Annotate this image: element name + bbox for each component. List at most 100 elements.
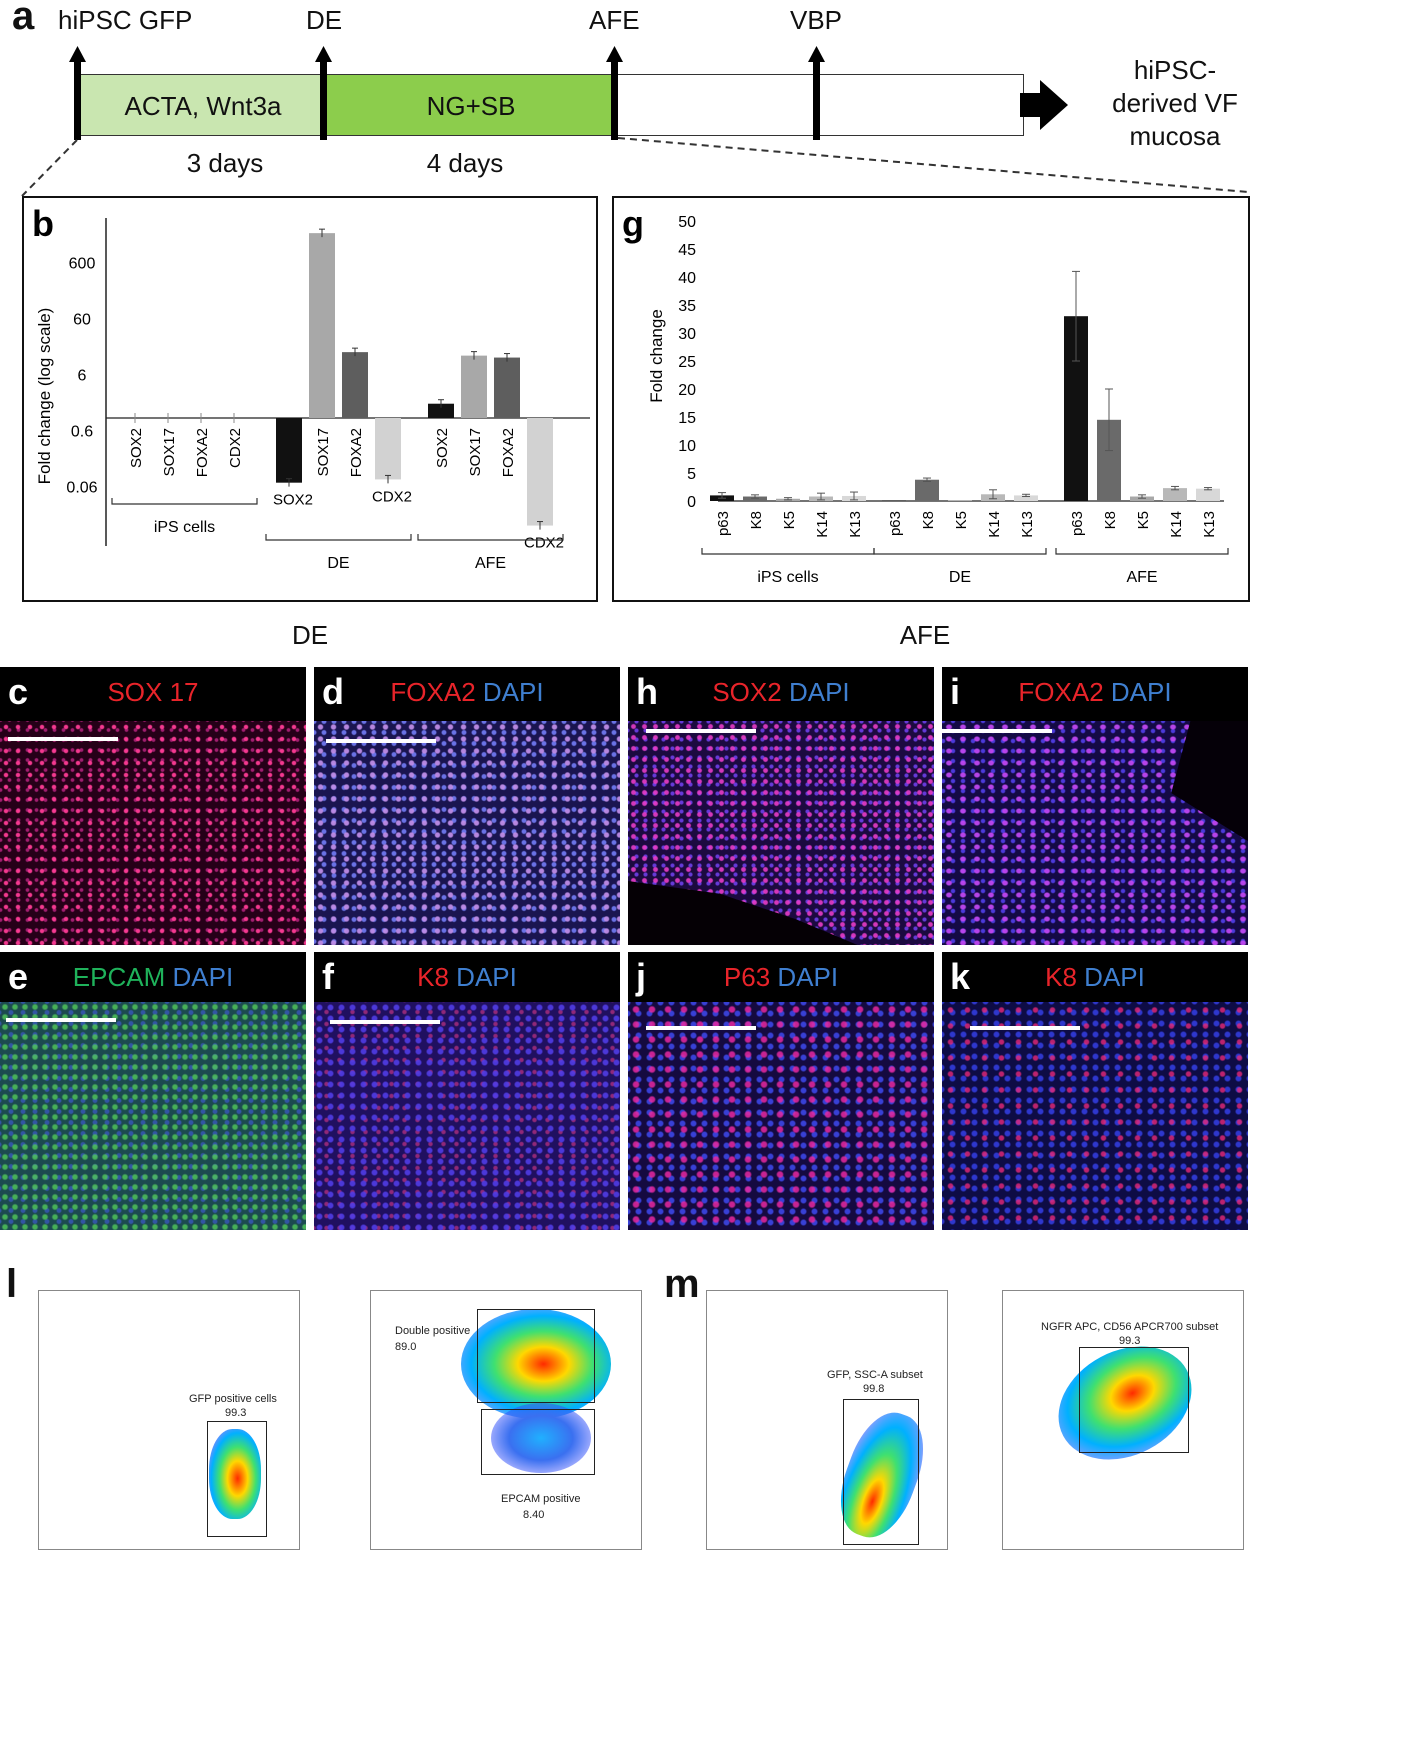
bar-label-K13: K13 bbox=[1019, 511, 1036, 538]
y-axis-label: Fold change (log scale) bbox=[35, 308, 54, 485]
flow-plot-m1: GFP, SSC-A subset 99.8 bbox=[706, 1290, 948, 1550]
scale-bar bbox=[330, 1020, 440, 1024]
flow-l2-gate2-label: EPCAM positive bbox=[501, 1493, 581, 1505]
micrograph-i-header: i FOXA2 DAPI bbox=[942, 667, 1248, 721]
bar-label-K14: K14 bbox=[814, 511, 831, 538]
outcome-line-2: mucosa bbox=[1129, 121, 1221, 151]
micrograph-d-stain: DAPI bbox=[482, 677, 544, 707]
micrograph-f-image bbox=[314, 1002, 620, 1230]
y-tick-label: 0 bbox=[687, 494, 696, 511]
flow-m2-gate bbox=[1079, 1347, 1189, 1453]
micrograph-j-marker: P63 bbox=[723, 962, 771, 992]
micrograph-e: e EPCAM DAPI bbox=[0, 952, 306, 1230]
chart-b: b 600 60 6 0.6 0.06 Fold change (log scale) SOX… bbox=[32, 203, 590, 572]
micrograph-e-marker: EPCAM bbox=[72, 962, 166, 992]
bar-label-SOX2: SOX2 bbox=[128, 428, 145, 468]
micrograph-i: i FOXA2 DAPI bbox=[942, 667, 1248, 945]
duration2-label: 4 days bbox=[426, 148, 504, 178]
chart-g: g 0 5 10 15 20 25 30 35 40 45 50 Fold change p63 K8 K5 K… bbox=[622, 203, 1229, 586]
panel-g-letter: g bbox=[622, 203, 644, 244]
bar-DE-SOX17 bbox=[309, 233, 335, 418]
stage2-label: NG+SB bbox=[426, 91, 516, 121]
flow-m2-gate-label: NGFR APC, CD56 APCR700 subset bbox=[1041, 1321, 1219, 1333]
y-tick-label: 15 bbox=[678, 410, 696, 427]
scale-bar bbox=[970, 1026, 1080, 1030]
group-label: AFE bbox=[475, 555, 506, 572]
bar-label-K8: K8 bbox=[920, 511, 937, 529]
bar-AFE-FOXA2 bbox=[494, 357, 520, 418]
timeline-arrows bbox=[21, 46, 1249, 197]
duration1-label: 3 days bbox=[186, 148, 264, 178]
bar-label-K8: K8 bbox=[748, 511, 765, 529]
micrograph-c: c SOX 17 bbox=[0, 667, 306, 945]
y-tick-label: 0.6 bbox=[71, 423, 93, 440]
y-tick-label: 45 bbox=[678, 242, 696, 259]
bar-label-K14: K14 bbox=[986, 511, 1003, 538]
bar-label-CDX2: CDX2 bbox=[372, 488, 412, 505]
flow-m2-gate-value: 99.3 bbox=[1119, 1335, 1141, 1347]
micrograph-h: h SOX2 DAPI bbox=[628, 667, 934, 945]
micrograph-j-stain: DAPI bbox=[777, 962, 839, 992]
micrograph-j-image bbox=[628, 1002, 934, 1230]
flow-l1-gate bbox=[207, 1421, 267, 1537]
micrograph-d-header: d FOXA2 DAPI bbox=[314, 667, 620, 721]
panel-g-frame bbox=[612, 196, 1250, 602]
milestone-label-3: VBP bbox=[790, 5, 843, 35]
group-label: AFE bbox=[1126, 569, 1157, 586]
milestone-arrow-2 bbox=[611, 60, 618, 140]
micrograph-f-letter: f bbox=[322, 956, 334, 997]
bar-label-K8: K8 bbox=[1102, 511, 1119, 529]
flow-l2-gate2-value: 8.40 bbox=[523, 1509, 545, 1521]
scale-bar bbox=[646, 1026, 756, 1030]
micrograph-c-letter: c bbox=[8, 671, 29, 712]
group-brace bbox=[1055, 548, 1229, 555]
y-axis-label: Fold change bbox=[647, 309, 666, 403]
panel-a-letter: a bbox=[12, 0, 35, 38]
y-tick-label: 50 bbox=[678, 214, 696, 231]
y-tick-label: 30 bbox=[678, 326, 696, 343]
flow-plot-m2: NGFR APC, CD56 APCR700 subset 99.3 bbox=[1002, 1290, 1244, 1550]
y-tick-label: 20 bbox=[678, 382, 696, 399]
micrograph-h-stain: DAPI bbox=[788, 677, 850, 707]
milestone-label-0: hiPSC GFP bbox=[58, 5, 193, 35]
micrograph-k-header: k K8 DAPI bbox=[942, 952, 1248, 1002]
bar-AFE-K14 bbox=[1163, 488, 1187, 501]
bar-AFE-SOX17 bbox=[461, 355, 487, 418]
flow-l1-gate-label: GFP positive cells bbox=[189, 1393, 277, 1405]
micrograph-f-header: f K8 DAPI bbox=[314, 952, 620, 1002]
zoom-dash-right bbox=[617, 137, 1249, 193]
section-title-de: DE bbox=[291, 620, 329, 650]
group-brace bbox=[701, 548, 875, 555]
micrograph-j-header: j P63 DAPI bbox=[628, 952, 934, 1002]
flow-l2-cloud-top bbox=[461, 1309, 611, 1419]
bar-DE-CDX2 bbox=[375, 418, 401, 480]
micrograph-e-image bbox=[0, 1002, 306, 1230]
milestone-arrowhead-0 bbox=[69, 46, 86, 62]
y-tick-label: 5 bbox=[687, 466, 696, 483]
scale-bar bbox=[326, 739, 436, 743]
milestone-label-1: DE bbox=[306, 5, 343, 35]
bar-label-SOX2: SOX2 bbox=[273, 492, 313, 509]
bar-label-SOX17: SOX17 bbox=[161, 428, 178, 476]
flow-l2-gate1-value: 89.0 bbox=[395, 1341, 417, 1353]
bar-label-K14: K14 bbox=[1168, 511, 1185, 538]
micrograph-k-image bbox=[942, 1002, 1248, 1230]
y-tick-label: 0.06 bbox=[66, 479, 97, 496]
section-title-afe: AFE bbox=[899, 620, 951, 650]
flow-m1-gate bbox=[843, 1399, 919, 1545]
flow-l2-gate-epcam bbox=[481, 1409, 595, 1475]
y-tick-label: 35 bbox=[678, 298, 696, 315]
flow-l2-cloud-bottom bbox=[491, 1403, 591, 1473]
bar-AFE-CDX2 bbox=[527, 418, 553, 526]
bar-label-SOX17: SOX17 bbox=[467, 428, 484, 476]
group-brace bbox=[873, 548, 1047, 555]
y-tick-label: 25 bbox=[678, 354, 696, 371]
bar-DE-FOXA2 bbox=[342, 352, 368, 418]
y-tick-label: 60 bbox=[73, 311, 91, 328]
flow-m1-gate-value: 99.8 bbox=[863, 1383, 885, 1395]
micrograph-c-image bbox=[0, 721, 306, 945]
y-tick-label: 600 bbox=[69, 255, 96, 272]
micrograph-e-stain: DAPI bbox=[172, 962, 234, 992]
micrograph-h-letter: h bbox=[636, 671, 658, 712]
bar-label-SOX2: SOX2 bbox=[434, 428, 451, 468]
